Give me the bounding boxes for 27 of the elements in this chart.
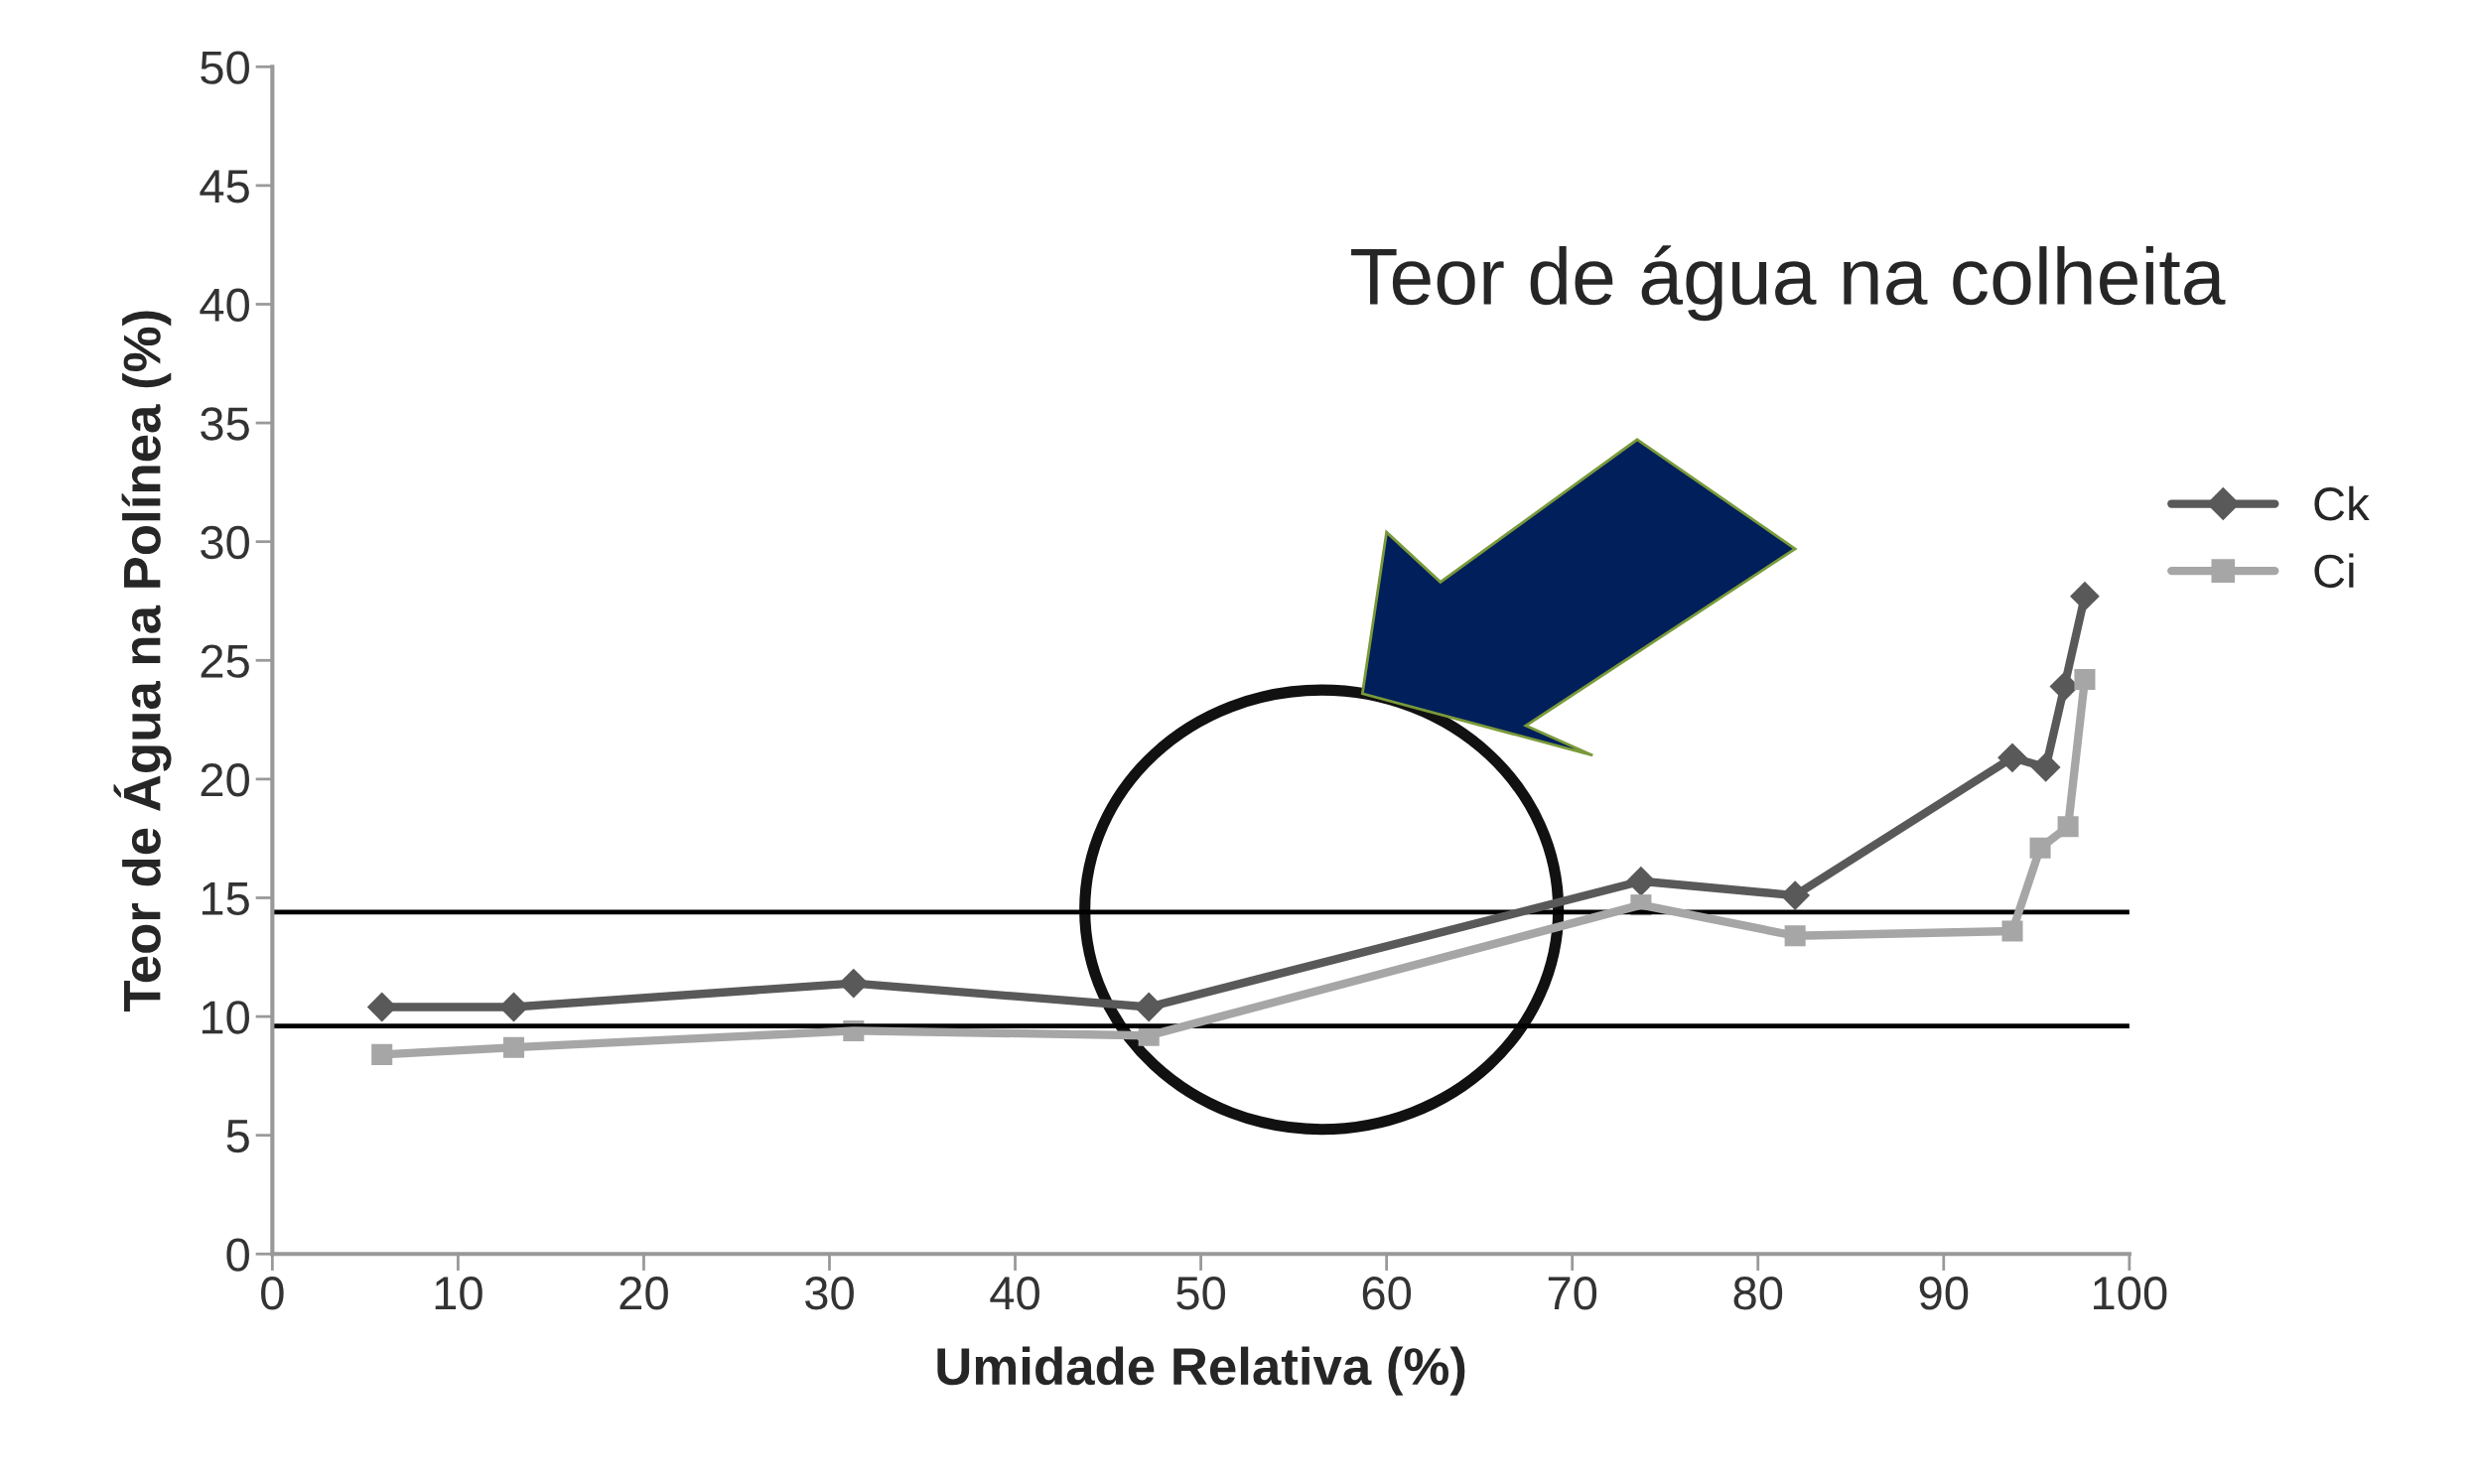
x-tick-label: 20 [619, 1277, 668, 1310]
x-tick-label: 0 [261, 1277, 284, 1310]
x-tick-label: 60 [1362, 1277, 1412, 1310]
annotation: Teor de água na colheita [1351, 245, 2226, 322]
legend-label: Ck [2314, 485, 2370, 521]
x-tick-label: 80 [1733, 1277, 1783, 1310]
legend-label: Ci [2314, 553, 2354, 589]
y-tick-label: 30 [201, 525, 249, 560]
y-tick-label: 10 [202, 1001, 249, 1034]
x-tick-label: 70 [1548, 1277, 1597, 1310]
x-tick-label: 10 [435, 1277, 482, 1310]
y-tick-label: 0 [226, 1238, 249, 1272]
x-tick-label: 90 [1919, 1277, 1969, 1310]
y-tick-label: 40 [200, 288, 249, 323]
x-axis-title: Umidade Relativa (%) [937, 1346, 1465, 1396]
x-tick-label: 100 [2094, 1277, 2167, 1310]
y-axis-title: Teor de Água na Polínea (%) [113, 311, 172, 1012]
x-tick-label: 50 [1176, 1277, 1226, 1310]
y-tick-label: 35 [201, 407, 249, 441]
y-tick-label: 25 [201, 644, 249, 678]
y-tick-label: 15 [202, 882, 249, 916]
x-tick-label: 30 [805, 1277, 854, 1310]
y-tick-label: 5 [226, 1120, 249, 1153]
y-tick-label: 45 [200, 170, 249, 203]
y-tick-label: 50 [201, 51, 249, 84]
y-tick-label: 20 [201, 763, 249, 797]
x-tick-label: 40 [990, 1277, 1039, 1310]
